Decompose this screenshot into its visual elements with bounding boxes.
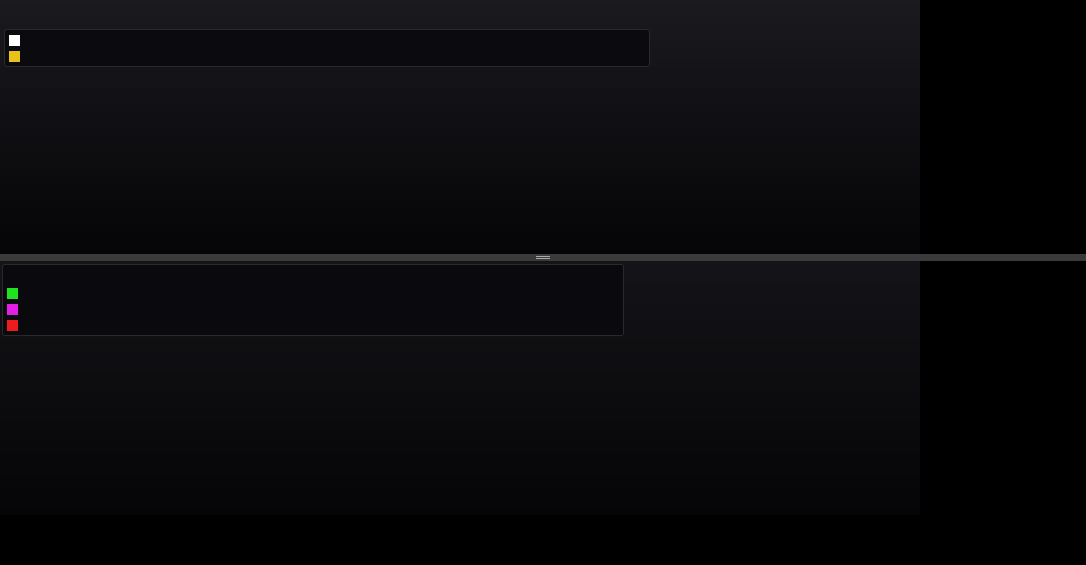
legend-header <box>7 267 619 285</box>
legend-swatch-magenta <box>7 303 18 315</box>
bottom-legend <box>2 264 624 336</box>
legend-item-short-contracts[interactable] <box>9 48 645 64</box>
pane-divider-handle[interactable] <box>536 256 550 257</box>
legend-swatch-yellow <box>9 50 20 62</box>
legend-item-net-positions[interactable] <box>7 301 619 317</box>
pane-divider[interactable] <box>0 254 1086 261</box>
legend-swatch-white <box>9 34 20 46</box>
legend-item-long-contracts[interactable] <box>9 32 645 48</box>
legend-swatch-green <box>7 287 18 299</box>
legend-item-etf-holdings[interactable] <box>7 317 619 333</box>
top-legend <box>4 29 650 67</box>
legend-item-silver-spot[interactable] <box>7 285 619 301</box>
legend-swatch-red <box>7 319 18 331</box>
